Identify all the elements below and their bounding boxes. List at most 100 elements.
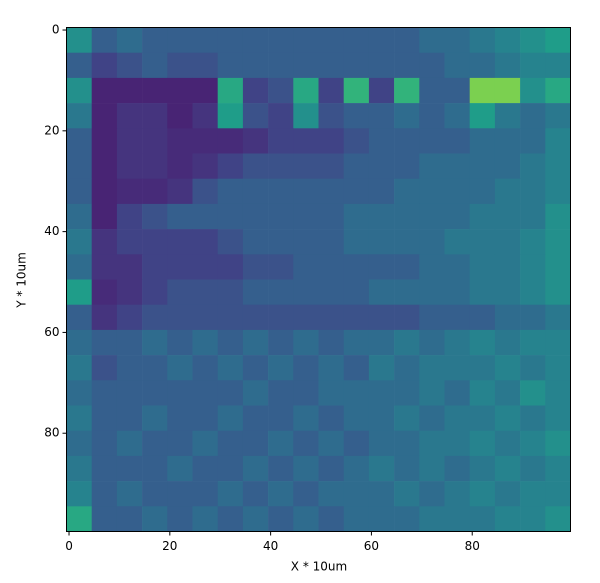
heatmap-cell xyxy=(469,506,496,532)
heatmap-cell xyxy=(242,481,269,507)
heatmap-cell xyxy=(419,52,445,79)
heatmap-cell xyxy=(91,430,118,457)
heatmap-cell xyxy=(368,279,395,305)
heatmap-cell xyxy=(343,254,370,280)
heatmap-cell xyxy=(268,355,294,381)
heatmap-cell xyxy=(167,355,193,381)
heatmap-cell xyxy=(469,355,496,381)
heatmap-cell xyxy=(217,153,244,179)
heatmap-cell xyxy=(545,481,571,507)
heatmap-cell xyxy=(116,229,143,255)
heatmap-cell xyxy=(91,77,118,104)
heatmap-cell xyxy=(66,27,92,53)
heatmap-cell xyxy=(268,304,294,331)
heatmap-cell xyxy=(545,279,571,305)
heatmap-cell xyxy=(66,52,92,79)
heatmap-cell xyxy=(66,380,92,406)
heatmap-cell xyxy=(116,77,143,104)
heatmap-cell xyxy=(167,380,193,406)
heatmap-cell xyxy=(520,103,546,129)
heatmap-cell xyxy=(368,229,395,255)
heatmap-cell xyxy=(419,380,445,406)
heatmap-cell xyxy=(217,203,244,230)
heatmap-cell xyxy=(444,103,470,129)
heatmap-cell xyxy=(343,77,370,104)
heatmap-cell xyxy=(520,27,546,53)
heatmap-cell xyxy=(91,27,118,53)
heatmap-cell xyxy=(116,430,143,457)
heatmap-cell xyxy=(217,77,244,104)
heatmap-cell xyxy=(469,304,496,331)
heatmap-cell xyxy=(242,77,269,104)
heatmap-cell xyxy=(520,304,546,331)
heatmap-cell xyxy=(293,153,319,179)
heatmap-cell xyxy=(192,329,218,356)
heatmap-cell xyxy=(520,203,546,230)
heatmap-cell xyxy=(192,455,218,482)
heatmap-cell xyxy=(494,481,521,507)
heatmap-cell xyxy=(520,355,546,381)
heatmap-cell xyxy=(192,380,218,406)
heatmap-cell xyxy=(66,506,92,532)
heatmap-cell xyxy=(142,380,168,406)
heatmap-cell xyxy=(368,455,395,482)
heatmap-cell xyxy=(444,254,470,280)
heatmap-cell xyxy=(545,203,571,230)
heatmap-cell xyxy=(469,52,496,79)
heatmap-cell xyxy=(116,128,143,154)
heatmap-cell xyxy=(268,178,294,205)
heatmap-cell xyxy=(520,229,546,255)
heatmap-cell xyxy=(167,103,193,129)
heatmap-cell xyxy=(394,380,420,406)
heatmap-cell xyxy=(91,455,118,482)
heatmap-cell xyxy=(520,455,546,482)
heatmap-cell xyxy=(469,380,496,406)
heatmap-cell xyxy=(192,405,218,431)
heatmap-cell xyxy=(444,304,470,331)
heatmap-cell xyxy=(91,506,118,532)
heatmap-cell xyxy=(368,405,395,431)
heatmap-cell xyxy=(494,52,521,79)
heatmap-cell xyxy=(520,506,546,532)
heatmap-cell xyxy=(545,455,571,482)
heatmap-cell xyxy=(268,77,294,104)
heatmap-cell xyxy=(469,455,496,482)
heatmap-cell xyxy=(368,178,395,205)
heatmap-cell xyxy=(293,52,319,79)
heatmap-cell xyxy=(217,481,244,507)
heatmap-cell xyxy=(494,178,521,205)
heatmap-cell xyxy=(343,380,370,406)
heatmap-cell xyxy=(545,27,571,53)
heatmap-cell xyxy=(444,355,470,381)
heatmap-cell xyxy=(217,52,244,79)
heatmap-cell xyxy=(167,405,193,431)
heatmap-cell xyxy=(217,355,244,381)
heatmap-cell xyxy=(217,380,244,406)
heatmap-cell xyxy=(91,279,118,305)
heatmap-cell xyxy=(444,380,470,406)
heatmap-cell xyxy=(268,329,294,356)
heatmap-cell xyxy=(368,430,395,457)
heatmap-cell xyxy=(545,229,571,255)
heatmap-cell xyxy=(192,128,218,154)
heatmap-cell xyxy=(293,128,319,154)
heatmap-cell xyxy=(494,506,521,532)
heatmap-cell xyxy=(142,506,168,532)
heatmap-cell xyxy=(419,27,445,53)
heatmap-cell xyxy=(167,329,193,356)
heatmap-cell xyxy=(394,203,420,230)
heatmap-cell xyxy=(293,355,319,381)
heatmap-cell xyxy=(192,279,218,305)
heatmap-cell xyxy=(419,153,445,179)
heatmap-cell xyxy=(343,481,370,507)
heatmap-cell xyxy=(167,506,193,532)
heatmap-cell xyxy=(494,304,521,331)
heatmap-cell xyxy=(116,203,143,230)
heatmap-cell xyxy=(419,229,445,255)
heatmap-cell xyxy=(217,254,244,280)
heatmap-cell xyxy=(469,329,496,356)
x-axis-label: X * 10um xyxy=(291,560,347,574)
heatmap-cell xyxy=(469,178,496,205)
heatmap-cell xyxy=(66,279,92,305)
heatmap-cell xyxy=(116,405,143,431)
